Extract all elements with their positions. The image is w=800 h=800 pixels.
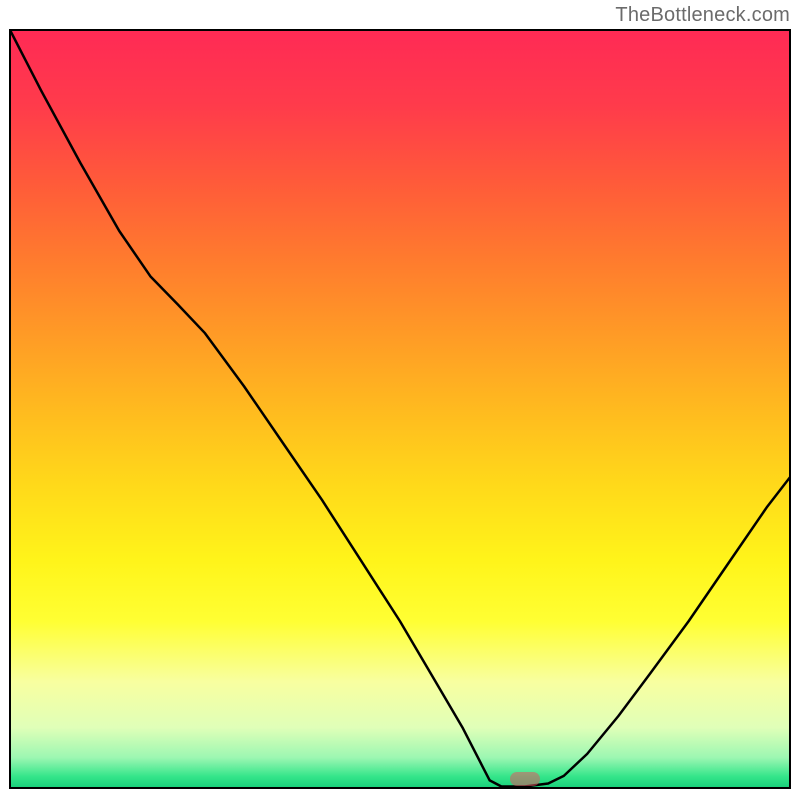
source-watermark: TheBottleneck.com xyxy=(615,4,790,27)
chart-container: TheBottleneck.com xyxy=(0,0,800,800)
minimum-marker xyxy=(510,772,540,786)
bottleneck-curve-chart xyxy=(0,0,800,800)
gradient-background xyxy=(10,30,790,788)
